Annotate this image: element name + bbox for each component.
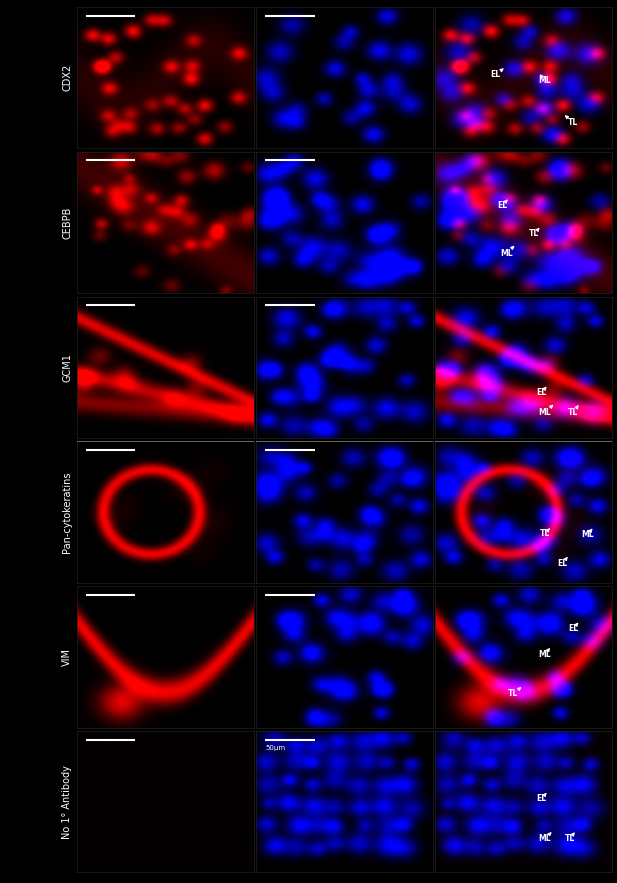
Text: TL: TL: [568, 408, 578, 417]
Text: No 1° Antibody: No 1° Antibody: [62, 765, 72, 839]
Text: TL: TL: [540, 529, 550, 538]
Text: TL: TL: [565, 834, 575, 843]
Text: 50μm: 50μm: [265, 745, 285, 751]
Text: CDX2: CDX2: [62, 64, 72, 91]
Text: Pan-cytokeratins: Pan-cytokeratins: [62, 472, 72, 553]
Text: ML: ML: [539, 834, 551, 843]
Text: EL: EL: [536, 389, 547, 397]
Text: TL: TL: [568, 118, 578, 127]
Text: ML: ML: [500, 249, 512, 258]
Text: EL: EL: [491, 71, 500, 79]
Text: TL: TL: [529, 230, 539, 238]
Text: EL: EL: [497, 201, 508, 210]
Text: EL: EL: [536, 795, 547, 804]
Text: EL: EL: [558, 559, 568, 568]
Text: EL: EL: [568, 624, 578, 633]
Text: CEBPB: CEBPB: [62, 207, 72, 238]
Text: TL: TL: [508, 690, 518, 698]
Text: ML: ML: [539, 76, 551, 85]
Text: ML: ML: [539, 408, 551, 417]
Text: VIM: VIM: [62, 648, 72, 666]
Text: ML: ML: [581, 531, 594, 540]
Text: GCM1: GCM1: [62, 353, 72, 381]
Text: ML: ML: [539, 650, 551, 659]
